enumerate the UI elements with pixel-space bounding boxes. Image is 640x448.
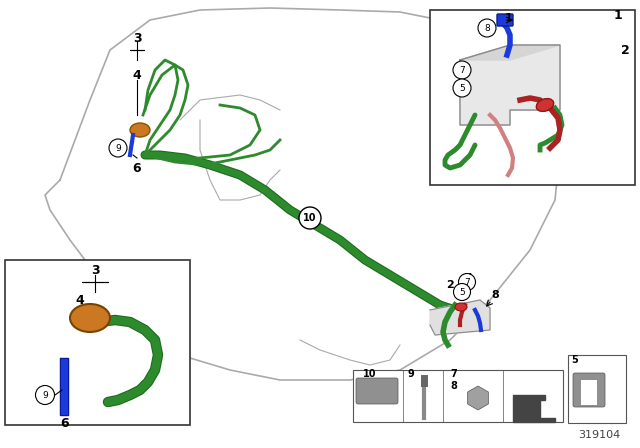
Text: 7: 7 — [459, 65, 465, 74]
Circle shape — [478, 19, 496, 37]
Polygon shape — [460, 45, 560, 125]
Text: 6: 6 — [61, 417, 69, 430]
Circle shape — [454, 284, 470, 301]
Text: 9: 9 — [42, 391, 48, 400]
Text: 4: 4 — [132, 69, 141, 82]
Circle shape — [453, 79, 471, 97]
FancyBboxPatch shape — [430, 10, 635, 185]
Text: 10: 10 — [303, 213, 317, 223]
FancyBboxPatch shape — [353, 370, 563, 422]
Text: 10: 10 — [363, 369, 376, 379]
Text: 9: 9 — [408, 369, 415, 379]
Text: 3: 3 — [91, 263, 99, 276]
Text: 5: 5 — [459, 288, 465, 297]
Polygon shape — [60, 358, 68, 415]
Text: 2: 2 — [621, 43, 629, 56]
Ellipse shape — [70, 304, 110, 332]
Text: 1: 1 — [614, 9, 622, 22]
Circle shape — [109, 139, 127, 157]
Text: 5: 5 — [459, 83, 465, 92]
FancyBboxPatch shape — [497, 14, 513, 26]
Text: 319104: 319104 — [578, 430, 620, 440]
Text: 4: 4 — [76, 293, 84, 306]
FancyBboxPatch shape — [356, 378, 398, 404]
Circle shape — [35, 385, 54, 405]
FancyBboxPatch shape — [5, 260, 190, 425]
Text: 5: 5 — [571, 355, 578, 365]
Polygon shape — [430, 300, 490, 335]
Circle shape — [458, 273, 476, 290]
FancyBboxPatch shape — [573, 373, 605, 407]
Text: 7: 7 — [464, 277, 470, 287]
Text: 8: 8 — [484, 23, 490, 33]
Ellipse shape — [536, 99, 554, 112]
Text: 2: 2 — [446, 280, 454, 290]
Text: 3: 3 — [132, 31, 141, 44]
Text: 6: 6 — [132, 161, 141, 175]
Text: 8: 8 — [491, 290, 499, 300]
Text: 7: 7 — [450, 369, 457, 379]
Circle shape — [299, 207, 321, 229]
Text: 1: 1 — [505, 13, 513, 23]
Text: 8: 8 — [450, 381, 457, 391]
Polygon shape — [460, 45, 560, 60]
Ellipse shape — [455, 303, 467, 311]
Ellipse shape — [130, 123, 150, 137]
Circle shape — [453, 61, 471, 79]
FancyBboxPatch shape — [568, 355, 626, 423]
Polygon shape — [513, 395, 555, 422]
Text: 9: 9 — [115, 143, 121, 152]
FancyBboxPatch shape — [581, 380, 597, 405]
Text: 1: 1 — [466, 273, 474, 283]
